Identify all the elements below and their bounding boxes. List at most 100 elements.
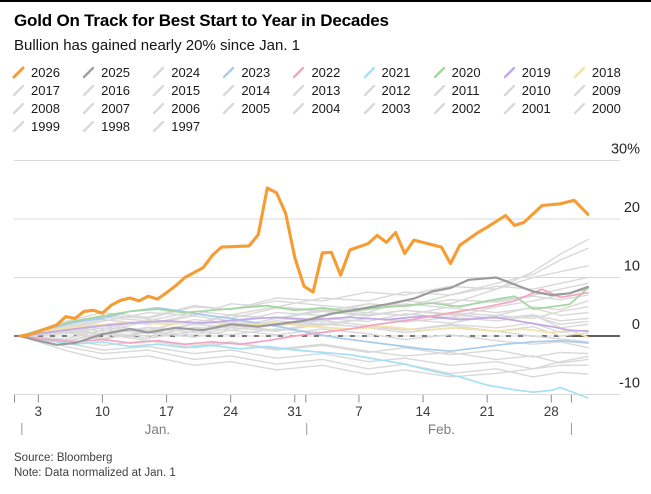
legend-item-1999[interactable]: 1999 [12,119,82,134]
line-swatch-icon [153,84,165,97]
legend-item-2002[interactable]: 2002 [433,101,503,116]
footer: Source: Bloomberg Note: Data normalized … [14,451,637,481]
legend-item-2013[interactable]: 2013 [292,83,362,98]
series-line-2019[interactable] [19,315,589,337]
legend-year-label: 2020 [451,65,481,80]
line-swatch-icon [223,102,235,115]
legend-year-label: 2007 [101,101,131,116]
legend-item-2023[interactable]: 2023 [222,65,292,80]
series-line-2018[interactable] [19,321,589,339]
line-swatch-icon [12,102,25,115]
line-swatch-icon [153,102,165,115]
legend-item-2026[interactable]: 2026 [12,65,82,80]
legend-year-label: 2010 [521,83,551,98]
x-axis-label: 14 [416,404,432,419]
line-swatch-icon [12,66,25,79]
line-swatch-icon [12,84,25,97]
data-note: Note: Data normalized at Jan. 1 [14,467,176,479]
y-axis-label: -10 [619,376,640,392]
y-axis-label: 0 [632,317,640,333]
line-swatch-icon [433,102,445,115]
series-line-2026[interactable] [18,186,590,338]
legend-year-label: 2017 [31,83,60,98]
legend-item-2005[interactable]: 2005 [222,101,292,116]
legend-year-label: 1999 [31,119,60,134]
y-axis-label: 30% [611,142,640,158]
legend-item-2000[interactable]: 2000 [573,101,643,116]
legend-item-2009[interactable]: 2009 [573,83,643,98]
legend-year-label: 2002 [451,101,481,116]
legend-item-2017[interactable]: 2017 [12,83,82,98]
legend-year-label: 2019 [521,65,551,80]
series-line-2025[interactable] [18,276,590,346]
series-line-2023[interactable] [19,307,589,353]
x-axis-label: 3 [35,404,43,419]
legend-year-label: 2023 [241,65,271,80]
line-swatch-icon [503,66,515,79]
month-label: Jan. [145,422,171,437]
legend-item-2001[interactable]: 2001 [503,101,573,116]
legend-item-2011[interactable]: 2011 [433,83,503,98]
month-label: Feb. [428,422,455,437]
line-swatch-icon [293,102,305,115]
legend-item-2015[interactable]: 2015 [152,83,222,98]
legend-item-2018[interactable]: 2018 [573,65,643,80]
legend-item-2022[interactable]: 2022 [292,65,362,80]
series-line-1997[interactable] [19,335,589,378]
series-line-2024[interactable] [19,238,589,337]
legend-item-1998[interactable]: 1998 [82,119,152,134]
legend-year-label: 2008 [31,101,60,116]
y-axis-label: 20 [624,200,640,216]
line-swatch-icon [363,66,375,79]
series-line-1998[interactable] [19,335,589,378]
line-swatch-icon [503,84,515,97]
legend-year-label: 2012 [381,83,411,98]
x-axis-label: 7 [355,404,363,419]
chart-title: Gold On Track for Best Start to Year in … [14,11,389,30]
chart-plot-area[interactable]: 30% 20 10 0 -10 3 10 17 24 31 7 14 21 28 Jan. Feb. [0,137,651,440]
legend-item-2004[interactable]: 2004 [292,101,362,116]
legend-year-label: 2025 [101,65,131,80]
x-axis-label: 31 [287,404,302,419]
legend-item-2010[interactable]: 2010 [503,83,573,98]
legend-item-2020[interactable]: 2020 [433,65,503,80]
x-axis-label: 17 [159,404,174,419]
legend-item-1997[interactable]: 1997 [152,119,222,134]
series-line-2016[interactable] [19,265,589,337]
x-axis-label: 10 [95,404,110,419]
series-line-2020[interactable] [19,287,589,337]
legend-item-2021[interactable]: 2021 [363,65,433,80]
line-swatch-icon [363,102,375,115]
legend-item-2024[interactable]: 2024 [152,65,222,80]
legend: 2026 2025 2024 2023 2022 2021 2020 2019 2018 2017… [12,65,643,134]
line-swatch-icon [293,66,305,79]
chart-area: 30% 20 10 0 -10 3 10 17 24 31 7 14 21 28 Jan. Feb. [0,137,651,445]
legend-item-2012[interactable]: 2012 [363,83,433,98]
legend-item-2014[interactable]: 2014 [222,83,292,98]
series-line-2015[interactable] [19,276,589,337]
legend-item-2016[interactable]: 2016 [82,83,152,98]
legend-year-label: 2024 [171,65,201,80]
legend-item-2003[interactable]: 2003 [363,101,433,116]
y-axis-label: 10 [624,259,640,275]
legend-item-2025[interactable]: 2025 [82,65,152,80]
legend-year-label: 2001 [521,101,551,116]
series-line-2021[interactable] [19,335,589,399]
line-swatch-icon [12,120,25,133]
legend-year-label: 2004 [311,101,341,116]
legend-item-2007[interactable]: 2007 [82,101,152,116]
legend-item-2006[interactable]: 2006 [152,101,222,116]
line-swatch-icon [293,84,305,97]
legend-year-label: 2013 [311,83,341,98]
legend-year-label: 2014 [241,83,271,98]
series-line-2010[interactable] [19,306,589,341]
series-line-2022[interactable] [19,288,589,346]
series-line-1999[interactable] [19,335,589,370]
line-swatch-icon [223,66,235,79]
line-swatch-icon [573,84,586,97]
legend-item-2019[interactable]: 2019 [503,65,573,80]
legend-item-2008[interactable]: 2008 [12,101,82,116]
series-line-2011[interactable] [19,300,589,343]
line-swatch-icon [82,84,95,97]
chart-subtitle: Bullion has gained nearly 20% since Jan.… [14,37,301,54]
